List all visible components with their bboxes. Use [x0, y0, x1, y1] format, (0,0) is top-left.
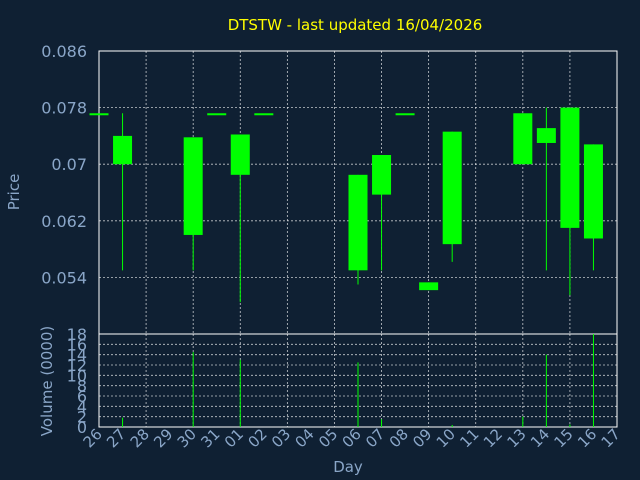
candle-body: [113, 135, 133, 165]
volume-tick-label: 2: [77, 408, 87, 427]
x-axis-label: Day: [333, 458, 363, 476]
candle-body: [230, 134, 250, 175]
x-tick-label: 04: [292, 425, 318, 451]
x-tick-label: 01: [221, 425, 247, 451]
candle-body: [89, 113, 109, 116]
volume-tick-label: 8: [77, 377, 87, 396]
x-tick-label: 13: [503, 425, 529, 451]
price-tick-label: 0.07: [51, 155, 87, 174]
x-tick-label: 02: [244, 425, 270, 451]
price-tick-label: 0.062: [41, 212, 87, 231]
x-tick-label: 03: [268, 425, 294, 451]
x-tick-label: 09: [409, 425, 435, 451]
candle-body: [254, 113, 274, 116]
candle-body: [348, 174, 368, 271]
x-tick-label: 06: [339, 425, 365, 451]
x-tick-label: 27: [103, 425, 129, 451]
x-tick-label: 10: [433, 425, 459, 451]
volume-tick-label: 10: [67, 366, 87, 385]
x-tick-label: 05: [315, 425, 341, 451]
x-tick-label: 16: [574, 425, 600, 451]
volume-tick-label: 12: [67, 356, 87, 375]
candle-body: [560, 107, 580, 228]
x-tick-label: 29: [150, 425, 176, 451]
candle-body: [395, 113, 415, 116]
x-tick-label: 15: [551, 425, 577, 451]
price-axis-label: Price: [5, 174, 23, 211]
x-tick-label: 08: [386, 425, 412, 451]
x-tick-label: 07: [362, 425, 388, 451]
price-tick-label: 0.054: [41, 268, 87, 287]
x-tick-label: 17: [598, 425, 624, 451]
x-tick-label: 31: [197, 425, 223, 451]
volume-tick-label: 0: [77, 418, 87, 437]
x-tick-label: 12: [480, 425, 506, 451]
volume-tick-label: 6: [77, 387, 87, 406]
price-tick-label: 0.086: [41, 42, 87, 61]
volume-tick-label: 18: [67, 325, 87, 344]
candle-body: [536, 128, 556, 143]
candle-body: [513, 113, 533, 165]
x-tick-label: 14: [527, 425, 553, 451]
candle-body: [442, 131, 462, 245]
candle-body: [207, 113, 227, 116]
volume-tick-label: 14: [67, 346, 87, 365]
chart-title: DTSTW - last updated 16/04/2026: [228, 16, 483, 34]
price-panel: 0.086 0.078 0.07 0.062 0.054: [41, 42, 618, 335]
candle-body: [583, 144, 603, 239]
candle-body: [372, 155, 392, 195]
x-tick-label: 30: [174, 425, 200, 451]
volume-tick-label: 4: [77, 397, 87, 416]
volume-axis-label: Volume (0000): [38, 326, 56, 436]
candle-body: [419, 282, 439, 291]
x-tick-label: 28: [127, 425, 153, 451]
volume-tick-label: 16: [67, 335, 87, 354]
candle-body: [183, 137, 203, 235]
price-tick-label: 0.078: [41, 99, 87, 118]
x-axis-ticks: 2627282930310102030405060708091011121314…: [80, 425, 624, 451]
x-tick-label: 11: [456, 425, 482, 451]
